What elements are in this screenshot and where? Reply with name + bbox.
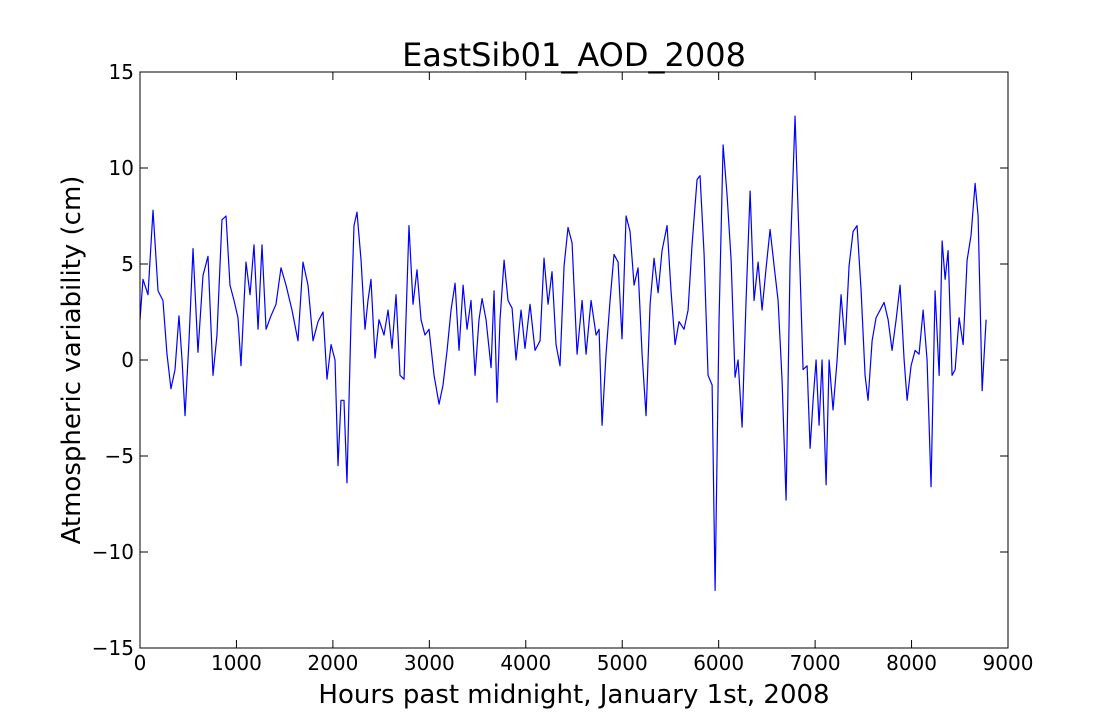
data-line	[139, 115, 987, 591]
x-tick-label: 3000	[404, 651, 455, 675]
chart-title: EastSib01_AOD_2008	[402, 36, 746, 74]
y-tick-label: 15	[109, 60, 134, 84]
x-tick-label: 8000	[886, 651, 937, 675]
y-tick-label: 5	[121, 252, 134, 276]
y-tick-label: 10	[109, 156, 134, 180]
y-tick-label: −15	[92, 636, 134, 660]
x-tick-label: 5000	[597, 651, 648, 675]
y-tick-label: −10	[92, 540, 134, 564]
y-axis-label: Atmospheric variability (cm)	[57, 176, 87, 545]
x-tick-label: 7000	[790, 651, 841, 675]
x-axis-label: Hours past midnight, January 1st, 2008	[318, 680, 829, 710]
x-tick-label: 6000	[693, 651, 744, 675]
x-tick-label: 9000	[983, 651, 1034, 675]
x-tick-label: 1000	[211, 651, 262, 675]
y-tick-label: 0	[121, 348, 134, 372]
x-tick-label: 0	[134, 651, 147, 675]
plot-frame	[139, 71, 1009, 649]
x-tick-label: 2000	[307, 651, 358, 675]
y-tick-label: −5	[105, 444, 134, 468]
x-tick-label: 4000	[500, 651, 551, 675]
